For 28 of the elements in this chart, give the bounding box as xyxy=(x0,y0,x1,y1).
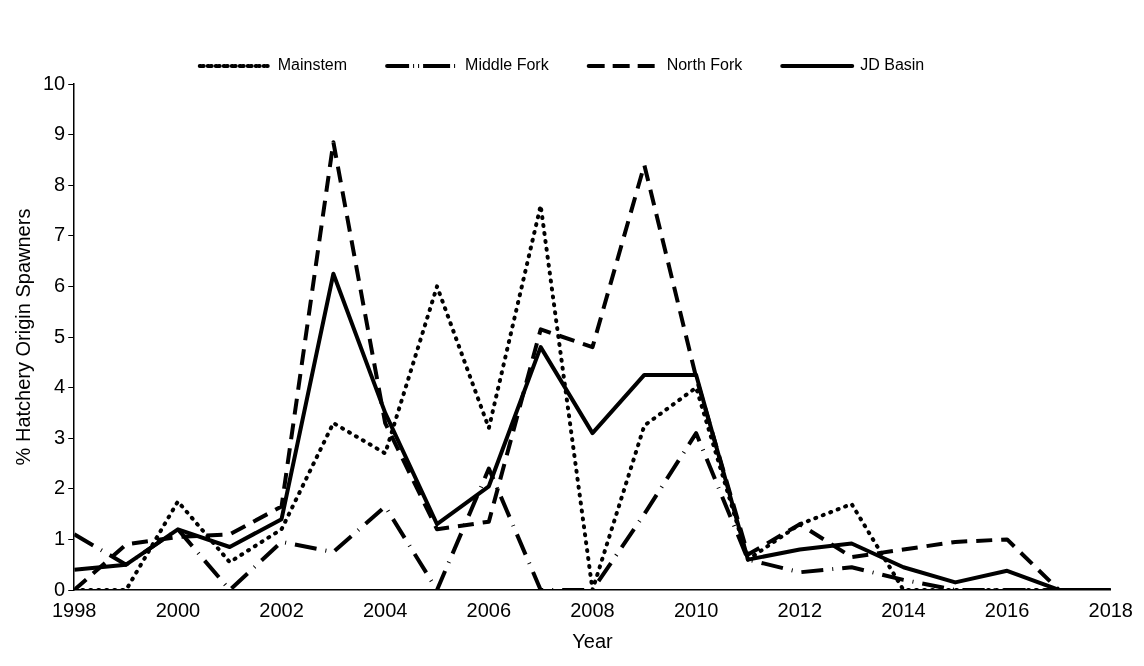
y-tick-label: 1 xyxy=(54,526,66,549)
x-tick-label: 2018 xyxy=(1088,598,1133,621)
x-tick-label: 2016 xyxy=(984,598,1030,621)
x-tick-label: 2014 xyxy=(881,598,926,621)
x-tick-label: 2010 xyxy=(673,598,719,621)
y-tick-label: 6 xyxy=(54,273,66,296)
y-tick-label: 7 xyxy=(54,223,66,246)
x-tick-label: 2004 xyxy=(362,598,408,621)
x-axis-title: Year xyxy=(572,629,614,652)
y-tick-label: 8 xyxy=(54,172,66,195)
y-tick-label: 9 xyxy=(54,122,66,145)
x-tick-label: 2002 xyxy=(259,598,304,621)
y-tick-label: 0 xyxy=(54,577,66,600)
x-tick-label: 2006 xyxy=(466,598,512,621)
legend-label: Mainstem xyxy=(277,56,348,74)
x-tick-label: 2008 xyxy=(570,598,615,621)
y-tick-label: 10 xyxy=(43,71,66,94)
y-tick-label: 2 xyxy=(54,476,66,499)
legend-label: North Fork xyxy=(666,56,744,74)
legend-label: Middle Fork xyxy=(465,56,550,74)
y-tick-label: 4 xyxy=(54,375,66,398)
y-tick-label: 5 xyxy=(54,324,66,347)
x-tick-label: 2012 xyxy=(777,598,823,621)
legend-label: JD Basin xyxy=(860,56,925,74)
y-tick-label: 3 xyxy=(54,425,66,448)
y-axis-title: % Hatchery Origin Spawners xyxy=(11,208,34,466)
x-tick-label: 2000 xyxy=(155,598,201,621)
x-tick-label: 1998 xyxy=(52,598,97,621)
